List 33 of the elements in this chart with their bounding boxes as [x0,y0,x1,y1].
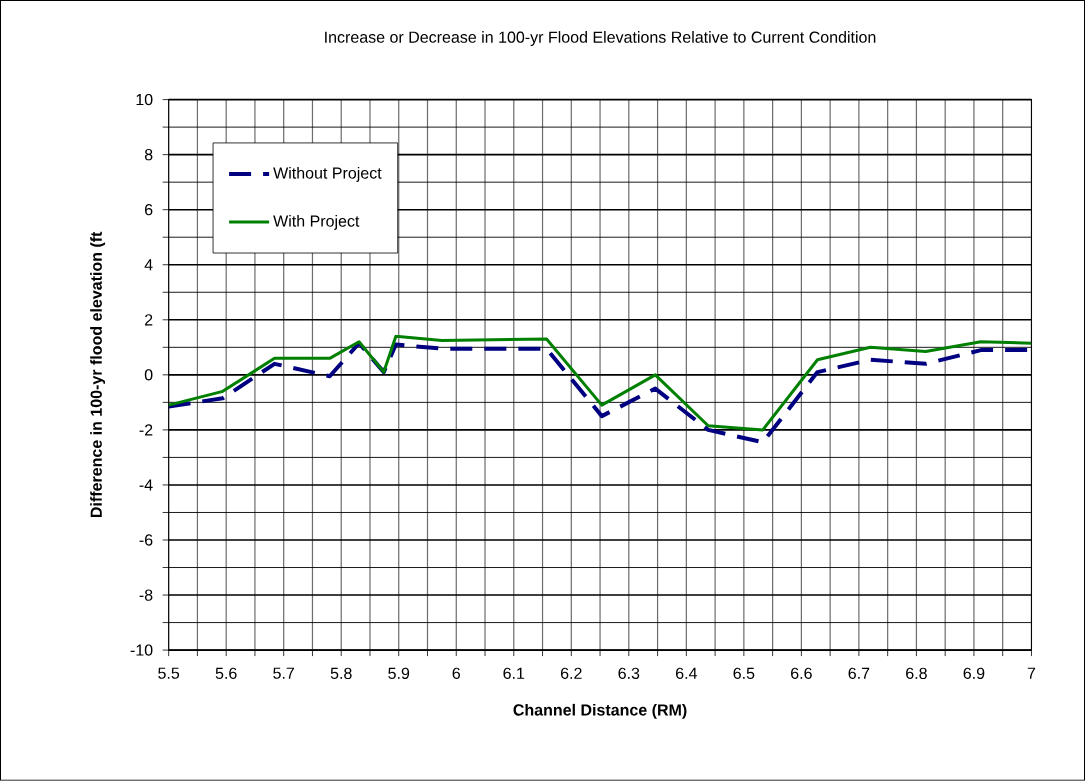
y-tick-label: 0 [144,369,153,381]
y-tick-label: -6 [139,534,153,546]
y-tick-label: 10 [136,94,153,106]
y-axis-title: Difference in 100-yr flood elevation (ft [90,231,106,518]
x-tick-label: 6.7 [848,667,870,680]
x-tick-label: 6.2 [560,667,582,680]
x-tick-label: 6.5 [733,667,755,680]
x-axis-title: Channel Distance (RM) [513,704,687,719]
x-tick-label: 6.4 [676,667,697,680]
x-tick-label: 5.6 [215,667,237,680]
y-tick-label: -10 [130,644,153,656]
x-tick-label: 6.1 [503,667,525,680]
y-tick-label: -2 [139,424,153,436]
x-tick-label: 6.3 [618,667,640,680]
x-tick-label: 6 [452,667,460,680]
legend-label: Without Project [273,167,382,183]
x-tick-label: 5.7 [273,667,295,679]
y-tick-label: 4 [144,259,153,271]
y-tick-label: -4 [139,479,153,491]
x-tick-label: 5.5 [158,667,180,679]
y-tick-label: -8 [139,589,153,601]
x-tick-label: 6.9 [963,667,985,680]
y-tick-label: 2 [145,314,153,326]
line-series [168,334,1032,432]
chart-title: Increase or Decrease in 100-yr Flood Elevations Relative to Current Condition [325,31,876,47]
x-tick-label: 5.8 [330,667,352,680]
legend-label: With Project [273,215,360,231]
y-tick-label: 8 [144,149,153,161]
x-tick-label: 6.6 [791,667,812,680]
x-tick-label: 6.8 [906,667,927,680]
x-tick-label: 5.9 [388,667,410,680]
x-tick-label: 7 [1027,667,1036,679]
y-tick-label: 6 [145,204,153,216]
